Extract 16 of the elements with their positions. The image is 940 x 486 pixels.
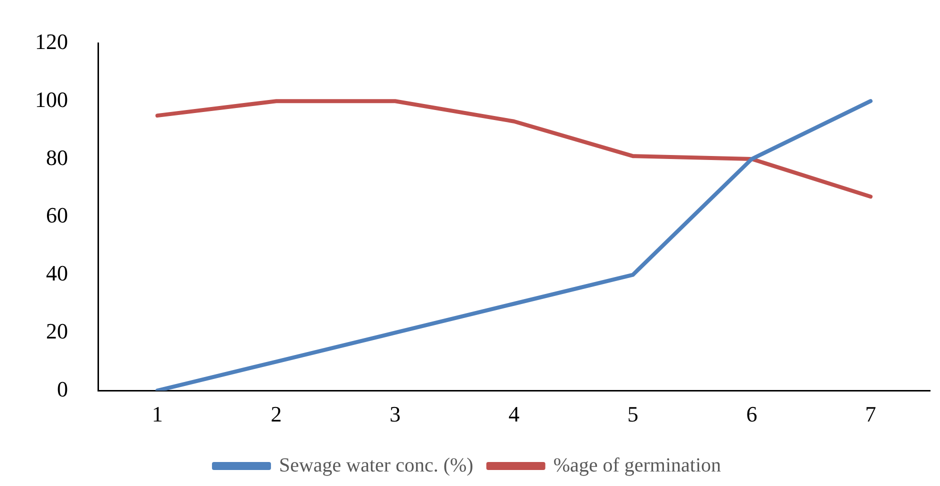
y-tick-label: 40 [46,260,68,286]
x-tick-label: 7 [865,402,876,427]
y-tick-label: 120 [35,28,68,54]
y-tick-label: 60 [46,202,68,228]
legend-label: %age of germination [553,454,722,476]
y-tick-label: 20 [46,318,68,344]
legend-label: Sewage water conc. (%) [278,454,474,476]
y-tick-label: 100 [35,86,68,112]
y-tick-label: 80 [46,144,68,170]
y-tick-label: 0 [57,376,68,402]
x-tick-label: 1 [152,402,163,427]
x-tick-label: 6 [746,402,758,427]
x-tick-label: 3 [390,402,401,427]
x-tick-label: 5 [627,402,638,427]
x-tick-label: 2 [270,402,282,427]
x-tick-label: 4 [508,402,520,427]
